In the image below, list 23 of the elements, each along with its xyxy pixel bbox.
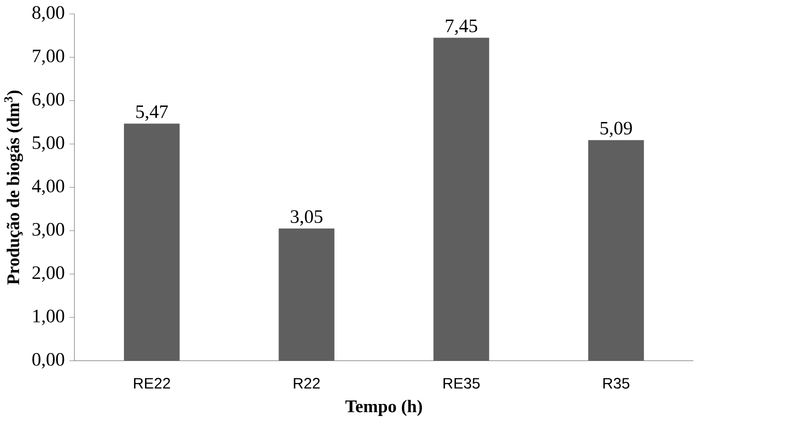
data-label: 3,05 [290,210,322,226]
data-label: 7,45 [446,19,478,35]
x-tick-label: R22 [294,378,320,388]
bar [433,38,490,361]
x-tick-label: R35 [603,378,630,388]
y-tick-label: 3,00 [32,222,64,238]
y-tick-label: 8,00 [32,6,64,22]
bar [124,123,180,361]
bar [588,140,644,361]
bar [278,228,334,361]
y-axis-title: Produção de biogás (dm$^{3}$) [4,90,23,284]
data-label: 5,09 [600,122,632,138]
y-tick-label: 4,00 [32,179,64,195]
x-tick-label: RE22 [134,378,170,388]
y-tick-label: 0,00 [32,352,64,368]
y-tick-label: 6,00 [32,92,64,108]
x-axis-title: Tempo (h) [345,400,422,416]
y-tick-label: 7,00 [32,49,64,65]
data-label: 5,47 [136,105,168,121]
y-tick-label: 2,00 [32,266,64,282]
y-tick-label: 1,00 [33,309,64,325]
y-tick-label: 5,00 [32,136,64,152]
x-tick-label: RE35 [444,378,480,388]
